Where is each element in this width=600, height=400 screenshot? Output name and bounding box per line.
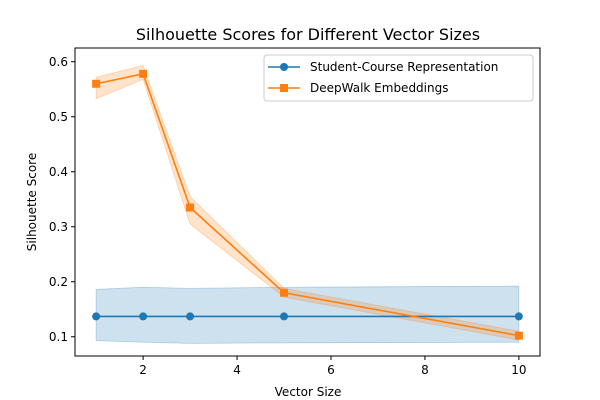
x-tick-label: 8 [421,363,429,377]
y-tick-label: 0.5 [49,110,68,124]
legend-marker-0 [280,63,288,71]
y-tick-label: 0.1 [49,330,68,344]
series-markers [92,69,523,340]
y-tick-label: 0.4 [49,165,68,179]
y-tick-label: 0.2 [49,275,68,289]
legend: Student-Course Representation DeepWalk Em… [263,54,534,102]
confidence-band-0 [95,285,520,344]
data-point [186,312,195,321]
data-point [92,312,101,321]
y-tick-label: 0.6 [49,55,68,69]
x-axis-ticks: 2 4 6 8 10 [139,356,527,377]
y-axis-label: Silhouette Score [25,153,39,251]
x-tick-label: 4 [233,363,241,377]
data-point [92,79,101,88]
data-point [186,203,195,212]
x-tick-label: 6 [327,363,335,377]
legend-label-0: Student-Course Representation [310,60,498,74]
legend-marker-1 [280,84,288,92]
legend-label-1: DeepWalk Embeddings [310,81,449,95]
data-point [280,312,289,321]
data-point [280,288,289,297]
legend-box [263,54,534,102]
data-point [139,312,148,321]
data-point [514,312,523,321]
data-point [514,331,523,340]
data-point [139,69,148,78]
chart-title: Silhouette Scores for Different Vector S… [136,25,480,44]
x-tick-label: 2 [139,363,147,377]
confidence-band-1 [95,65,520,341]
x-tick-label: 10 [511,363,526,377]
y-axis-ticks: 0.1 0.2 0.3 0.4 0.5 0.6 [49,55,75,344]
x-axis-label: Vector Size [275,385,342,399]
y-tick-label: 0.3 [49,220,68,234]
plot-frame [74,47,541,357]
confidence-bands [95,65,520,344]
